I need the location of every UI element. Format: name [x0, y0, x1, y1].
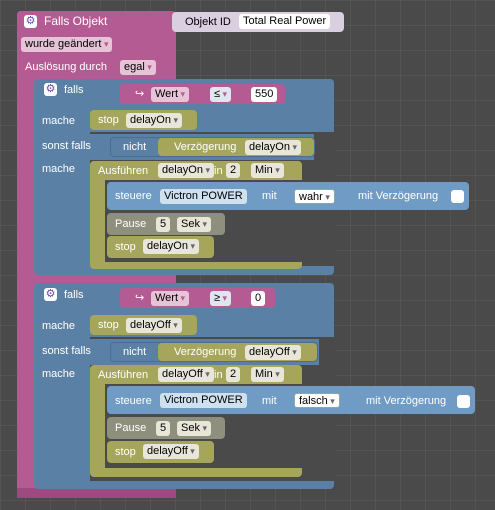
- pause-value-1[interactable]: 5: [156, 217, 171, 232]
- with-delay-label-2: mit Verzögerung: [366, 395, 447, 407]
- if-1-label: falls: [64, 84, 84, 96]
- trigger-gear-icon[interactable]: ⚙: [24, 15, 37, 28]
- condition-dropdown[interactable]: wurde geändert: [21, 37, 113, 52]
- operator-dropdown-1[interactable]: ≤: [210, 87, 232, 102]
- in-label-1: in: [214, 165, 223, 177]
- delay-label-2: Verzögerung: [174, 346, 237, 358]
- elseif-label-1: sonst falls: [42, 140, 91, 152]
- control-label-1: steuere: [115, 190, 152, 202]
- with-label-1: mit: [262, 190, 277, 202]
- with-label-2: mit: [262, 395, 277, 407]
- trigger-title: Falls Objekt: [44, 14, 108, 28]
- exec-label-1: Ausführen: [98, 165, 149, 177]
- pause-label-2: Pause: [115, 422, 147, 434]
- trigger-by-dropdown[interactable]: egal: [120, 60, 156, 75]
- do-label-1: mache: [42, 115, 76, 127]
- in-value-1[interactable]: 2: [226, 163, 241, 178]
- delay-target-1[interactable]: delayOn: [245, 140, 302, 155]
- trigger-by-label: Auslösung durch: [25, 61, 107, 73]
- stop2-label-1: stop: [115, 241, 136, 253]
- not-label-1: nicht: [123, 141, 147, 153]
- control-device-1[interactable]: Victron POWER: [160, 189, 247, 204]
- do2-label-2: mache: [42, 368, 76, 380]
- delay-label-1: Verzögerung: [174, 141, 237, 153]
- if-1-gear-icon[interactable]: ⚙: [44, 83, 57, 96]
- control-label-2: steuere: [115, 395, 152, 407]
- control-value-2[interactable]: falsch: [294, 393, 340, 408]
- unit-dropdown-2[interactable]: Min: [251, 367, 284, 382]
- number-field-2[interactable]: 0: [251, 291, 266, 306]
- do-label-2: mache: [42, 320, 76, 332]
- exec-label-2: Ausführen: [98, 369, 149, 381]
- var-dropdown-1[interactable]: Wert: [151, 87, 190, 102]
- var-dropdown-2[interactable]: Wert: [151, 291, 190, 306]
- if-2-gear-icon[interactable]: ⚙: [44, 288, 57, 301]
- operator-dropdown-2[interactable]: ≥: [210, 291, 232, 306]
- stop-target-1[interactable]: delayOn: [126, 113, 183, 128]
- with-delay-checkbox-1[interactable]: [451, 190, 464, 203]
- stop2-target-2[interactable]: delayOff: [143, 444, 199, 459]
- unit-dropdown-1[interactable]: Min: [251, 163, 284, 178]
- with-delay-checkbox-2[interactable]: [457, 395, 470, 408]
- pause-value-2[interactable]: 5: [156, 421, 171, 436]
- with-delay-label-1: mit Verzögerung: [358, 190, 439, 202]
- exec-target-2[interactable]: delayOff: [158, 367, 214, 382]
- exec-target-1[interactable]: delayOn: [158, 163, 215, 178]
- pause-unit-2[interactable]: Sek: [177, 421, 211, 436]
- stop-label-1: stop: [98, 114, 119, 126]
- number-field-1[interactable]: 550: [251, 87, 278, 102]
- variable-icon: ↪: [135, 292, 145, 304]
- object-id-field[interactable]: Total Real Power: [239, 14, 331, 29]
- object-id-label: Objekt ID: [185, 16, 231, 28]
- control-device-2[interactable]: Victron POWER: [160, 393, 247, 408]
- control-value-1[interactable]: wahr: [294, 189, 335, 204]
- stop-label-2: stop: [98, 319, 119, 331]
- stop2-target-1[interactable]: delayOn: [143, 239, 200, 254]
- if-2-label: falls: [64, 289, 84, 301]
- not-label-2: nicht: [123, 346, 147, 358]
- delay-target-2[interactable]: delayOff: [245, 345, 301, 360]
- stop2-label-2: stop: [115, 446, 136, 458]
- in-label-2: in: [214, 369, 223, 381]
- do2-label-1: mache: [42, 163, 76, 175]
- trigger-footer: [17, 488, 176, 498]
- elseif-label-2: sonst falls: [42, 345, 91, 357]
- stop-target-2[interactable]: delayOff: [126, 318, 182, 333]
- pause-unit-1[interactable]: Sek: [177, 217, 211, 232]
- pause-label-1: Pause: [115, 218, 147, 230]
- variable-icon: ↪: [135, 88, 145, 100]
- in-value-2[interactable]: 2: [226, 367, 241, 382]
